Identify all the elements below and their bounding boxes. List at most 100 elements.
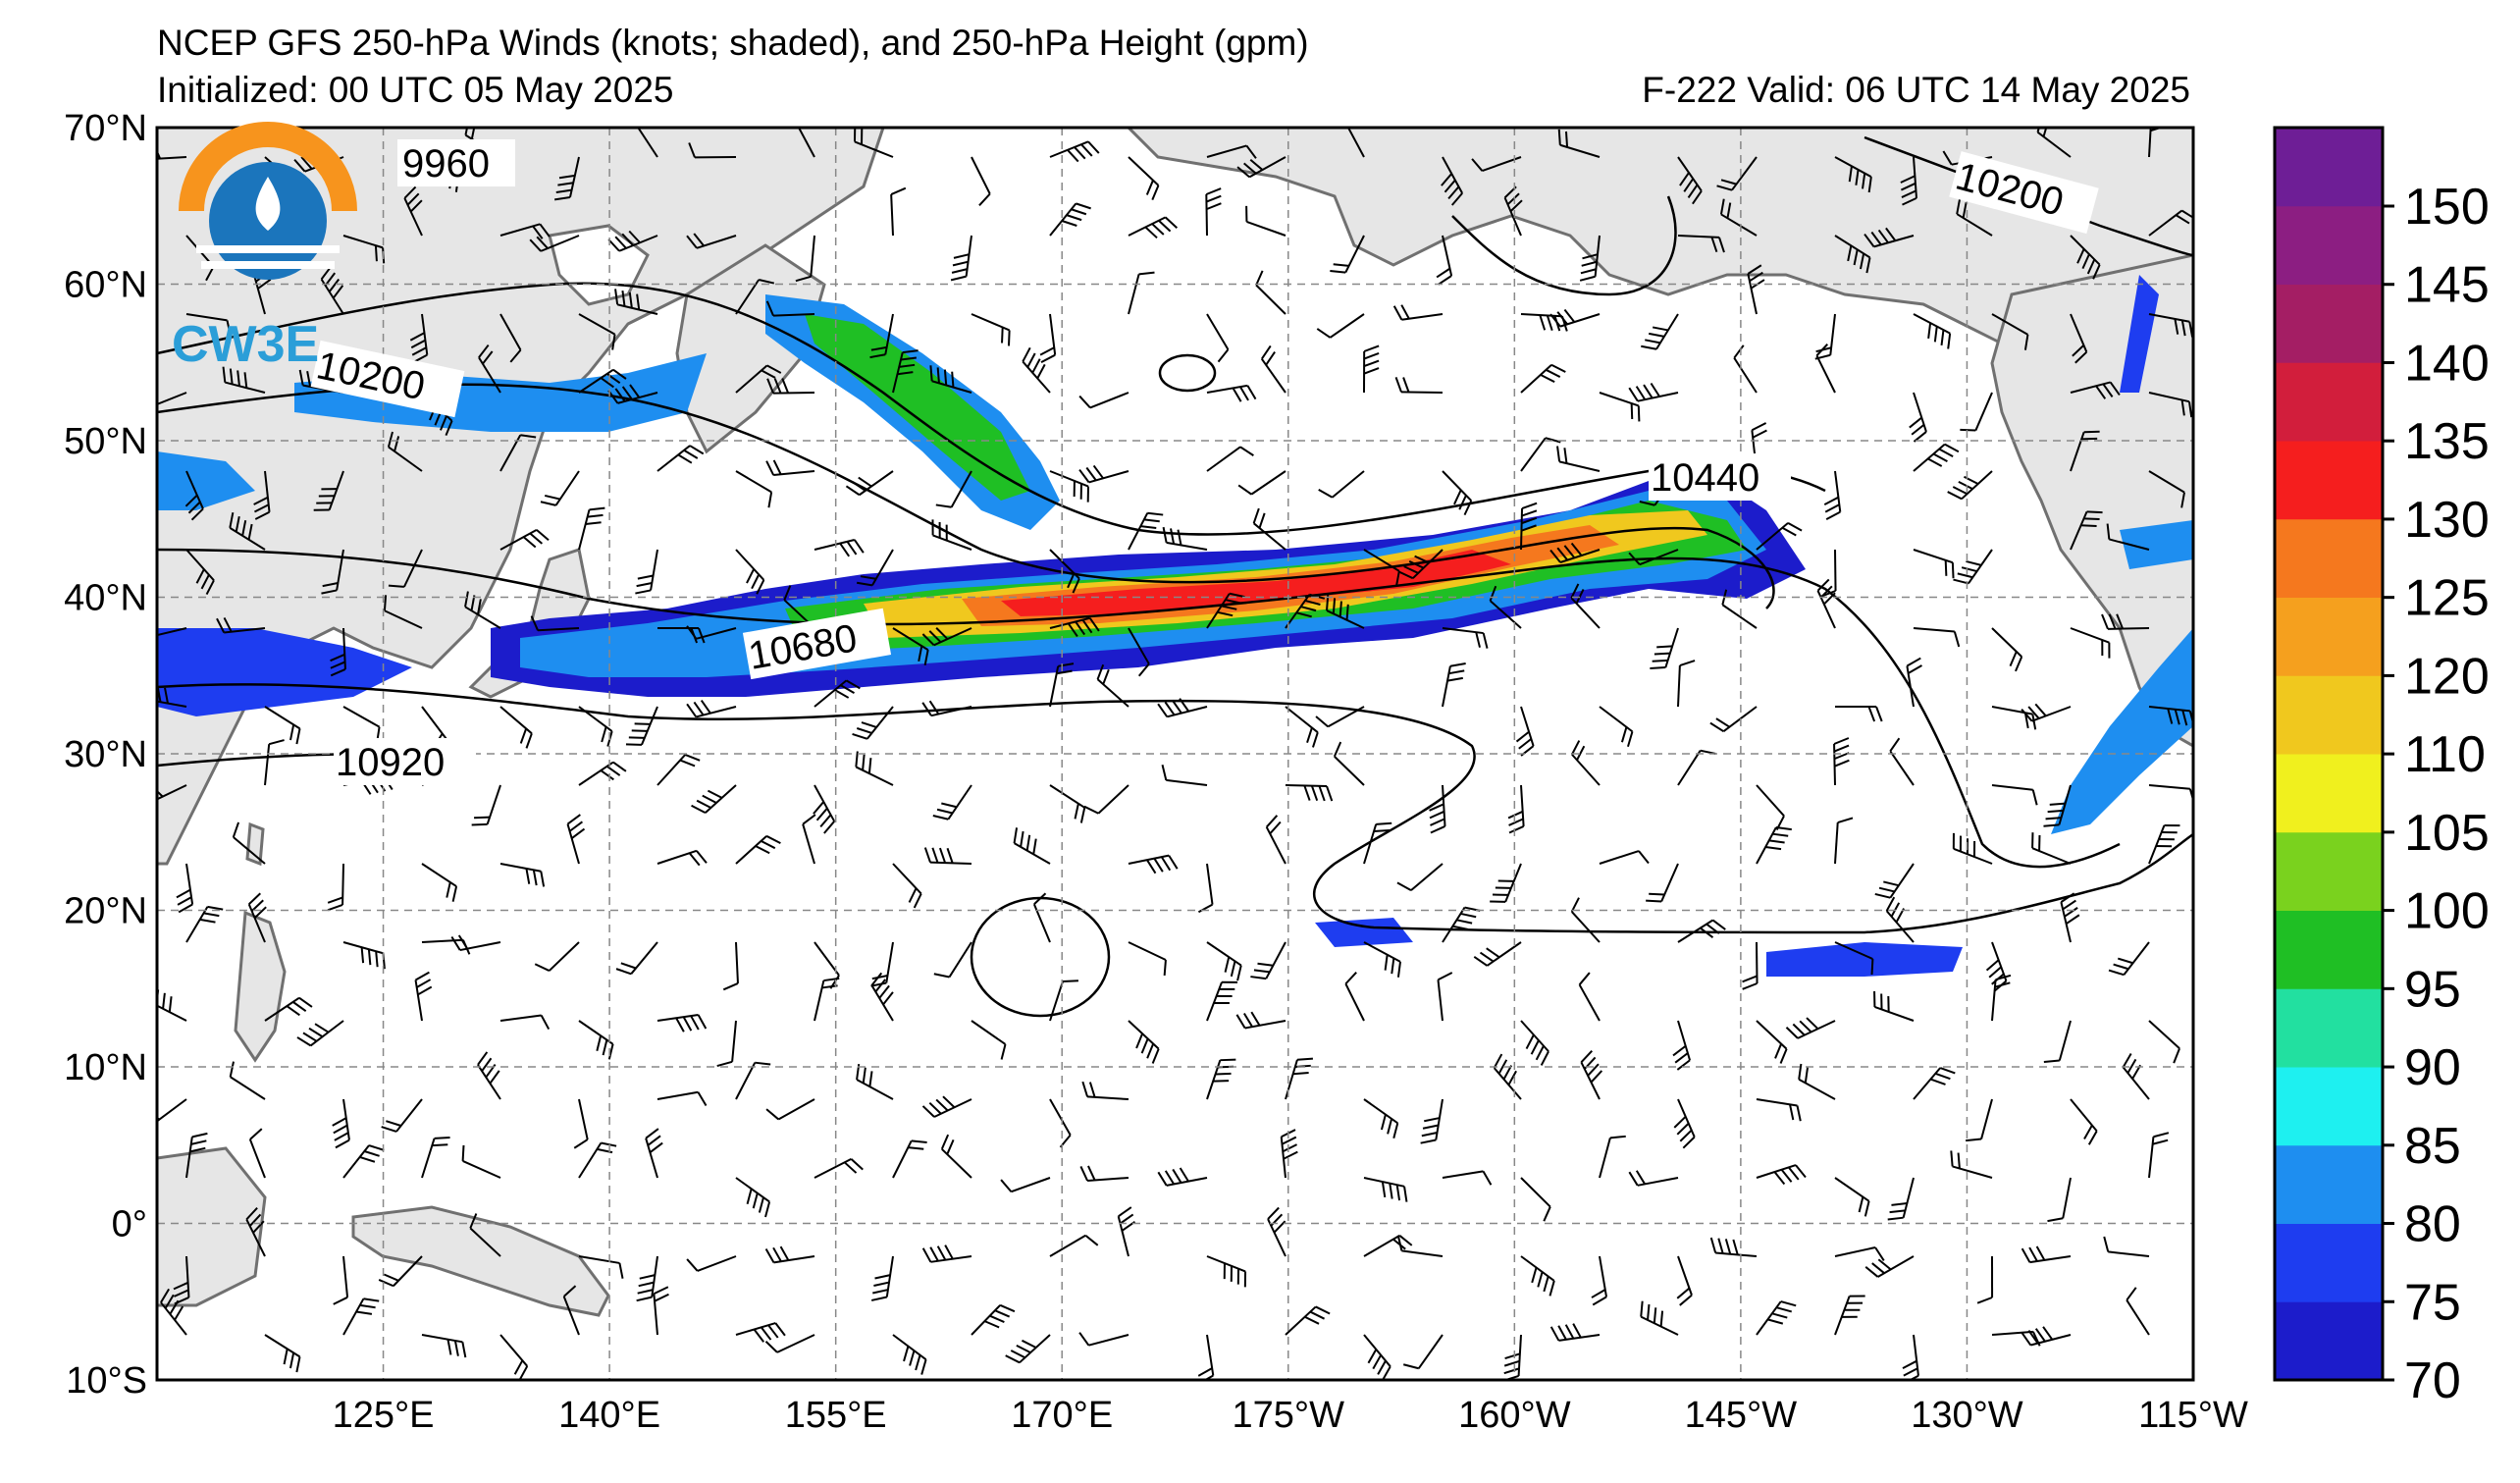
wind-barb [499,1334,529,1380]
wind-barb [635,549,658,595]
wind-barb [645,1128,663,1179]
wind-barb [2148,392,2193,418]
wind-barb [1709,1237,1758,1257]
wind-barb [716,1020,737,1068]
wind-barb [1677,660,1696,708]
colorbar-swatch [2275,1223,2383,1302]
wind-barb [1039,313,1057,364]
wind-barb [1950,1150,1993,1179]
colorbar-swatch [2275,988,2383,1068]
wind-barb [735,364,782,394]
wind-barb [216,616,266,634]
wind-barb [554,156,580,201]
wind-barb [1206,941,1242,981]
wind-barb [1083,784,1129,815]
logo-wave-icon [201,261,335,269]
colorbar-label: 80 [2404,1196,2461,1253]
contour-label-bg [1649,453,1791,501]
wind-barb [173,1255,190,1305]
wind-barb [562,1285,580,1336]
wind-barb [499,863,546,887]
colorbar-swatch [2275,518,2383,598]
wind-barb [1557,129,1601,158]
colorbar-swatch [2275,362,2383,442]
wind-barb [2148,823,2180,865]
wind-barb [333,1255,349,1305]
wind-barb [855,751,894,786]
wind-barb [185,1132,208,1179]
jet-shade-small [1315,918,1413,947]
wind-barb [1078,1332,1129,1347]
wind-barb [923,847,972,865]
wind-barb [892,349,919,394]
wind-barb [469,1213,501,1257]
lat-label: 10°N [64,1047,147,1088]
wind-barb [1333,741,1365,786]
wind-barb [1913,1067,1956,1100]
wind-barb [1397,549,1444,580]
wind-barb [1834,156,1872,193]
wind-barb [529,235,580,252]
wind-barb [1628,549,1679,566]
wind-barb [1902,1334,1919,1380]
wind-barb [1549,1323,1601,1342]
colorbar-swatch [2275,205,2383,285]
wind-barb [320,266,344,315]
wind-barb [2070,235,2101,280]
wind-barb [656,753,701,786]
colorbar-swatch [2275,128,2383,207]
wind-barb [1913,443,1960,472]
wind-barb [1556,446,1601,472]
wind-barb [421,1334,467,1358]
wind-barb [264,706,301,745]
wind-barb [935,470,972,508]
philippines [234,910,287,1063]
wind-barb [1280,1129,1298,1179]
wind-barb [1520,1177,1551,1222]
contour-line [1158,353,1217,393]
wind-barb [1628,382,1679,402]
wind-barb [845,470,894,497]
wind-barb [1316,313,1365,339]
wind-barb [264,739,285,786]
lon-label: 140°E [558,1395,660,1436]
wind-barb [2070,627,2111,659]
contour-line [157,683,2193,934]
colorbar-swatch [2275,910,2383,989]
wind-barb [1549,542,1601,563]
wind-barb [2108,941,2150,977]
wind-barb [2043,1020,2072,1063]
wind-barb [229,1061,266,1100]
wind-barb [1628,1170,1679,1187]
wind-barb [2126,1287,2150,1336]
wind-barb [1976,1255,1994,1304]
wind-barb [1520,363,1566,394]
wind-barb [686,700,737,718]
wind-barb [2106,523,2150,551]
contour-label-bg [742,608,892,680]
colorbar-label: 70 [2404,1352,2461,1409]
wind-barb [1363,1334,1391,1380]
lat-label: 60°N [64,265,147,306]
colorbar-label: 125 [2404,570,2490,627]
wind-barb [1520,1020,1549,1066]
wind-barb [1520,1255,1555,1297]
wind-barb [342,1144,385,1179]
wind-barb [1049,980,1078,1022]
wind-barb [2070,381,2121,399]
wind-barb [1833,737,1850,786]
wind-barb [1078,464,1129,484]
contour-line [157,548,2121,869]
wind-barb [1473,941,1522,967]
wind-barb [499,528,550,551]
colorbar-swatch [2275,1144,2383,1224]
wind-barb [2148,470,2185,508]
wind-barb [1096,663,1129,708]
wind-barb [157,149,187,160]
wind-barb [327,863,344,912]
colorbar-label: 120 [2404,648,2490,705]
lat-label: 0° [112,1204,147,1245]
wind-barb [2148,706,2193,727]
wind-barb [1285,706,1319,748]
wind-barb [1887,1177,1915,1221]
